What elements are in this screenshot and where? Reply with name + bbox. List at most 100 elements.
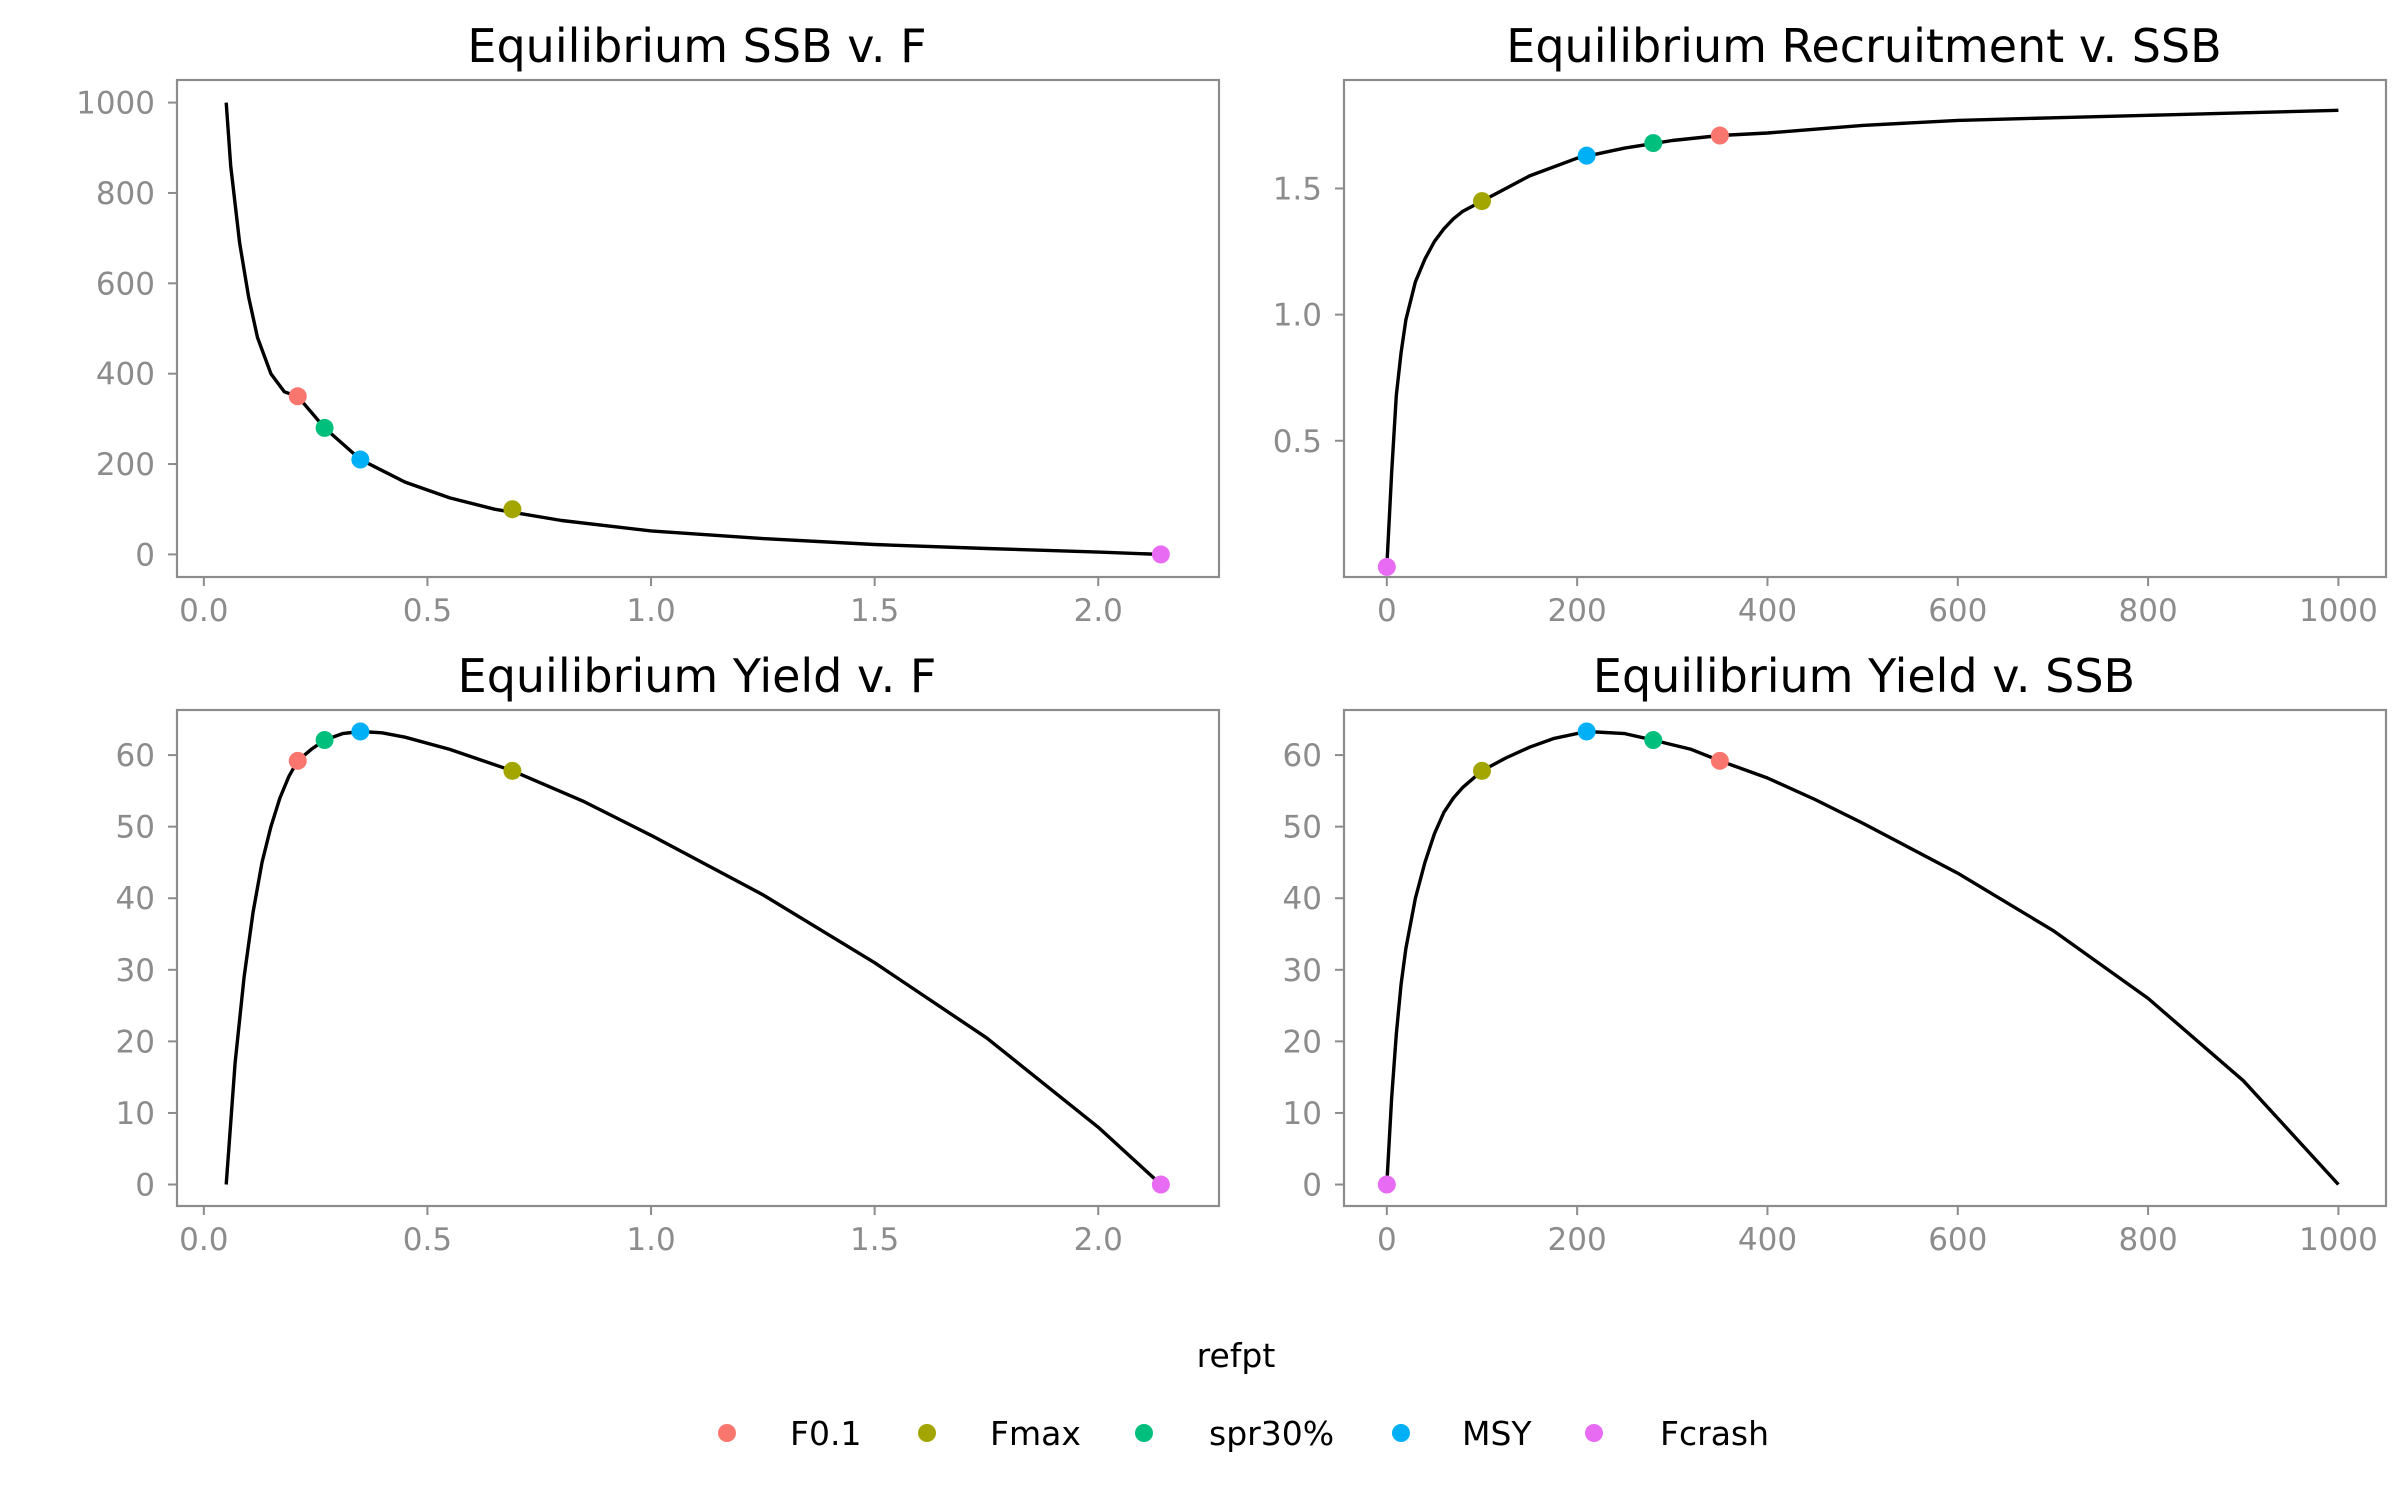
legend-label: Fmax bbox=[990, 1414, 1081, 1453]
refpt-point-f01 bbox=[1710, 751, 1729, 770]
x-tick-label: 0.0 bbox=[179, 1222, 228, 1258]
legend-entry: spr30% bbox=[1135, 1414, 1334, 1453]
legend-label: Fcrash bbox=[1660, 1414, 1769, 1453]
legend-key bbox=[718, 1424, 736, 1442]
equilibrium-curve bbox=[1385, 729, 2340, 1186]
y-tick-label: 10 bbox=[1283, 1096, 1322, 1132]
y-tick-label: 0.5 bbox=[1273, 424, 1322, 460]
y-tick-label: 30 bbox=[116, 953, 155, 989]
y-tick-label: 10 bbox=[116, 1096, 155, 1132]
legend-title: refpt bbox=[1197, 1336, 1276, 1375]
x-tick-label: 0.5 bbox=[403, 593, 452, 629]
plot-area: 0.0 0.5 1.0 1.5 2.0 0 10 20 30 40 50 60 bbox=[116, 708, 1221, 1258]
y-tick-label: 60 bbox=[1283, 738, 1322, 774]
panel-title: Equilibrium SSB v. F bbox=[467, 19, 926, 73]
y-tick-label: 1.5 bbox=[1273, 171, 1322, 207]
panel-yield-v-ssb: Equilibrium Yield v. SSB 0 200 400 600 800 10… bbox=[1283, 649, 2388, 1258]
refpt-point-fcrash bbox=[1377, 1175, 1396, 1194]
plot-area: 0 200 400 600 800 1000 0.5 1.0 1.5 bbox=[1273, 78, 2388, 629]
y-tick-label: 20 bbox=[116, 1024, 155, 1060]
refpt-point-fmax bbox=[503, 761, 522, 780]
y-tick-label: 1.0 bbox=[1273, 298, 1322, 334]
refpt-point-msy bbox=[1577, 722, 1596, 741]
y-tick-label: 400 bbox=[96, 357, 155, 393]
x-tick-label: 0.0 bbox=[179, 593, 228, 629]
panel-yield-v-f: Equilibrium Yield v. F 0.0 0.5 1.0 1.5 2.0 0 1… bbox=[116, 649, 1221, 1258]
y-tick-label: 30 bbox=[1283, 953, 1322, 989]
equilibrium-curve bbox=[1385, 108, 2339, 567]
y-tick-label: 800 bbox=[96, 176, 155, 212]
y-tick-label: 0 bbox=[1302, 1168, 1322, 1204]
x-tick-label: 800 bbox=[2119, 593, 2178, 629]
y-tick-label: 60 bbox=[116, 738, 155, 774]
plot-frame bbox=[1342, 78, 2388, 579]
x-tick-label: 1000 bbox=[2299, 1222, 2378, 1258]
plot-frame bbox=[175, 78, 1221, 579]
panel-recruitment-v-ssb: Equilibrium Recruitment v. SSB 0 200 400 60… bbox=[1273, 19, 2388, 629]
refpt-point-msy bbox=[351, 722, 370, 741]
x-tick-label: 1.5 bbox=[850, 593, 899, 629]
x-tick-label: 600 bbox=[1928, 593, 1987, 629]
x-tick-label: 200 bbox=[1548, 1222, 1607, 1258]
legend-entry: Fmax bbox=[918, 1414, 1081, 1453]
refpt-point-fcrash bbox=[1377, 557, 1396, 576]
x-tick-label: 0 bbox=[1377, 1222, 1397, 1258]
x-tick-label: 0 bbox=[1377, 593, 1397, 629]
x-tick-label: 400 bbox=[1738, 1222, 1797, 1258]
legend-key bbox=[1135, 1424, 1153, 1442]
refpt-point-spr30 bbox=[315, 731, 334, 750]
refpt-point-fmax bbox=[503, 500, 522, 519]
panel-title: Equilibrium Recruitment v. SSB bbox=[1506, 19, 2221, 73]
refpt-point-fcrash bbox=[1151, 1175, 1170, 1194]
refpt-point-f01 bbox=[1710, 126, 1729, 145]
legend: refpt F0.1 Fmax spr30% MSY Fcrash bbox=[718, 1336, 1769, 1453]
y-tick-label: 200 bbox=[96, 447, 155, 483]
plot-frame bbox=[175, 708, 1221, 1208]
legend-label: F0.1 bbox=[790, 1414, 861, 1453]
refpt-point-msy bbox=[351, 450, 370, 469]
legend-label: spr30% bbox=[1209, 1414, 1334, 1453]
x-tick-label: 800 bbox=[2119, 1222, 2178, 1258]
legend-entry: F0.1 bbox=[718, 1414, 861, 1453]
y-tick-label: 40 bbox=[1283, 881, 1322, 917]
y-tick-label: 600 bbox=[96, 266, 155, 302]
x-tick-label: 600 bbox=[1928, 1222, 1987, 1258]
refpt-point-fmax bbox=[1472, 192, 1491, 211]
x-tick-label: 1.0 bbox=[626, 593, 675, 629]
y-tick-label: 40 bbox=[116, 881, 155, 917]
legend-label: MSY bbox=[1462, 1414, 1532, 1453]
y-tick-label: 20 bbox=[1283, 1024, 1322, 1060]
refpt-point-msy bbox=[1577, 146, 1596, 165]
x-tick-label: 200 bbox=[1548, 593, 1607, 629]
plot-area: 0.0 0.5 1.0 1.5 2.0 0 200 400 600 800 1000 bbox=[76, 78, 1221, 629]
x-tick-label: 1.0 bbox=[626, 1222, 675, 1258]
refpt-point-f01 bbox=[288, 751, 307, 770]
legend-entry: MSY bbox=[1392, 1414, 1532, 1453]
legend-key bbox=[1585, 1424, 1603, 1442]
x-tick-label: 1000 bbox=[2299, 593, 2378, 629]
plot-area: 0 200 400 600 800 1000 0 10 20 30 40 50 60 bbox=[1283, 708, 2388, 1258]
x-tick-label: 2.0 bbox=[1074, 1222, 1123, 1258]
panel-title: Equilibrium Yield v. F bbox=[458, 649, 937, 703]
panel-title: Equilibrium Yield v. SSB bbox=[1593, 649, 2135, 703]
legend-key bbox=[918, 1424, 936, 1442]
y-tick-label: 0 bbox=[135, 1168, 155, 1204]
refpt-point-spr30 bbox=[1644, 731, 1663, 750]
x-tick-label: 400 bbox=[1738, 593, 1797, 629]
y-tick-label: 50 bbox=[116, 810, 155, 846]
equilibrium-curve bbox=[224, 729, 1163, 1186]
x-tick-label: 0.5 bbox=[403, 1222, 452, 1258]
panel-ssb-v-f: Equilibrium SSB v. F 0.0 0.5 1.0 1.5 2.0 0 200… bbox=[76, 19, 1221, 629]
refpt-point-spr30 bbox=[315, 418, 334, 437]
legend-entry: Fcrash bbox=[1585, 1414, 1769, 1453]
y-tick-label: 0 bbox=[135, 537, 155, 573]
x-tick-label: 2.0 bbox=[1074, 593, 1123, 629]
legend-key bbox=[1392, 1424, 1410, 1442]
equilibrium-curve bbox=[224, 102, 1161, 557]
plot-frame bbox=[1342, 708, 2388, 1208]
refpt-point-fcrash bbox=[1151, 545, 1170, 564]
y-tick-label: 50 bbox=[1283, 810, 1322, 846]
refpt-point-spr30 bbox=[1644, 134, 1663, 153]
y-tick-label: 1000 bbox=[76, 86, 155, 122]
